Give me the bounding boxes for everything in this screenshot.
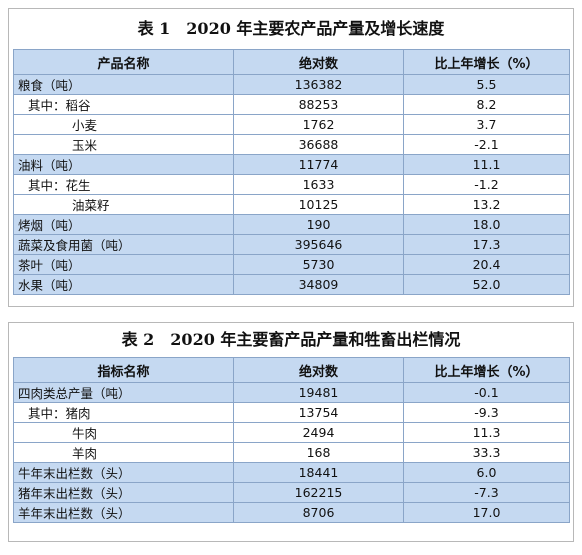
value-cell: 36688 [233, 134, 404, 155]
value-cell: 2494 [233, 422, 404, 443]
value-cell: 10125 [233, 194, 404, 215]
value-cell: 11.1 [403, 154, 570, 175]
value-cell: 1762 [233, 114, 404, 135]
value-cell: 17.3 [403, 234, 570, 255]
value-cell: 13.2 [403, 194, 570, 215]
table-row: 水果（吨） 34809 52.0 [13, 274, 570, 295]
table-row: 小麦 1762 3.7 [13, 114, 570, 135]
value-cell: 17.0 [403, 502, 570, 523]
value-cell: 52.0 [403, 274, 570, 295]
value-cell: 395646 [233, 234, 404, 255]
name-cell: 水果（吨） [13, 274, 234, 295]
table: 产品名称 绝对数 比上年增长（%） 粮食（吨） 136382 5.5 其中：稻谷 88253 8… [13, 49, 570, 295]
value-cell: 162215 [233, 482, 404, 503]
name-cell: 油料（吨） [13, 154, 234, 175]
header-row: 产品名称 绝对数 比上年增长（%） [13, 49, 570, 75]
name-cell: 四肉类总产量（吨） [13, 382, 234, 403]
table: 指标名称 绝对数 比上年增长（%） 四肉类总产量（吨） 19481 -0.1 其中：猪肉 13… [13, 357, 570, 523]
value-cell: 34809 [233, 274, 404, 295]
name-cell: 其中：稻谷 [13, 94, 234, 115]
value-cell: 88253 [233, 94, 404, 115]
value-cell: 11774 [233, 154, 404, 175]
table-row: 羊肉 168 33.3 [13, 442, 570, 463]
table-row: 玉米 36688 -2.1 [13, 134, 570, 155]
value-cell: 8706 [233, 502, 404, 523]
header-cell: 产品名称 [13, 49, 234, 75]
name-cell: 牛肉 [13, 422, 234, 443]
value-cell: -2.1 [403, 134, 570, 155]
name-cell: 茶叶（吨） [13, 254, 234, 275]
table-row: 牛年末出栏数（头） 18441 6.0 [13, 462, 570, 483]
name-cell: 粮食（吨） [13, 74, 234, 95]
value-cell: 5730 [233, 254, 404, 275]
table-row: 其中：花生 1633 -1.2 [13, 174, 570, 195]
value-cell: 19481 [233, 382, 404, 403]
name-cell: 羊年末出栏数（头） [13, 502, 234, 523]
value-cell: 5.5 [403, 74, 570, 95]
value-cell: -9.3 [403, 402, 570, 423]
header-cell: 绝对数 [233, 49, 404, 75]
value-cell: 13754 [233, 402, 404, 423]
table-row: 油菜籽 10125 13.2 [13, 194, 570, 215]
value-cell: 3.7 [403, 114, 570, 135]
table-row: 蔬菜及食用菌（吨） 395646 17.3 [13, 234, 570, 255]
name-cell: 玉米 [13, 134, 234, 155]
name-cell: 油菜籽 [13, 194, 234, 215]
name-cell: 其中：猪肉 [13, 402, 234, 423]
name-cell: 牛年末出栏数（头） [13, 462, 234, 483]
name-cell: 小麦 [13, 114, 234, 135]
value-cell: 33.3 [403, 442, 570, 463]
table-row: 油料（吨） 11774 11.1 [13, 154, 570, 175]
table-row: 四肉类总产量（吨） 19481 -0.1 [13, 382, 570, 403]
table-row: 烤烟（吨） 190 18.0 [13, 214, 570, 235]
value-cell: 6.0 [403, 462, 570, 483]
table-box: 表 1 2020 年主要农产品产量及增长速度 产品名称 绝对数 比上年增长（%） 粮食… [8, 8, 574, 307]
table-row: 茶叶（吨） 5730 20.4 [13, 254, 570, 275]
header-cell: 比上年增长（%） [403, 49, 570, 75]
table-row: 其中：稻谷 88253 8.2 [13, 94, 570, 115]
value-cell: 168 [233, 442, 404, 463]
table-row: 其中：猪肉 13754 -9.3 [13, 402, 570, 423]
table-title: 表 2 2020 年主要畜产品产量和牲畜出栏情况 [121, 330, 461, 349]
value-cell: 11.3 [403, 422, 570, 443]
header-cell: 指标名称 [13, 357, 234, 383]
value-cell: 20.4 [403, 254, 570, 275]
name-cell: 猪年末出栏数（头） [13, 482, 234, 503]
table-row: 粮食（吨） 136382 5.5 [13, 74, 570, 95]
table-row: 羊年末出栏数（头） 8706 17.0 [13, 502, 570, 523]
value-cell: 1633 [233, 174, 404, 195]
value-cell: 8.2 [403, 94, 570, 115]
value-cell: -7.3 [403, 482, 570, 503]
header-cell: 比上年增长（%） [403, 357, 570, 383]
value-cell: 18.0 [403, 214, 570, 235]
table-title: 表 1 2020 年主要农产品产量及增长速度 [137, 19, 445, 38]
name-cell: 其中：花生 [13, 174, 234, 195]
value-cell: -0.1 [403, 382, 570, 403]
name-cell: 蔬菜及食用菌（吨） [13, 234, 234, 255]
table-row: 猪年末出栏数（头） 162215 -7.3 [13, 482, 570, 503]
name-cell: 羊肉 [13, 442, 234, 463]
value-cell: 190 [233, 214, 404, 235]
name-cell: 烤烟（吨） [13, 214, 234, 235]
table-box: 表 2 2020 年主要畜产品产量和牲畜出栏情况 指标名称 绝对数 比上年增长（%）… [8, 322, 574, 542]
table-row: 牛肉 2494 11.3 [13, 422, 570, 443]
value-cell: 18441 [233, 462, 404, 483]
header-cell: 绝对数 [233, 357, 404, 383]
header-row: 指标名称 绝对数 比上年增长（%） [13, 357, 570, 383]
value-cell: -1.2 [403, 174, 570, 195]
value-cell: 136382 [233, 74, 404, 95]
